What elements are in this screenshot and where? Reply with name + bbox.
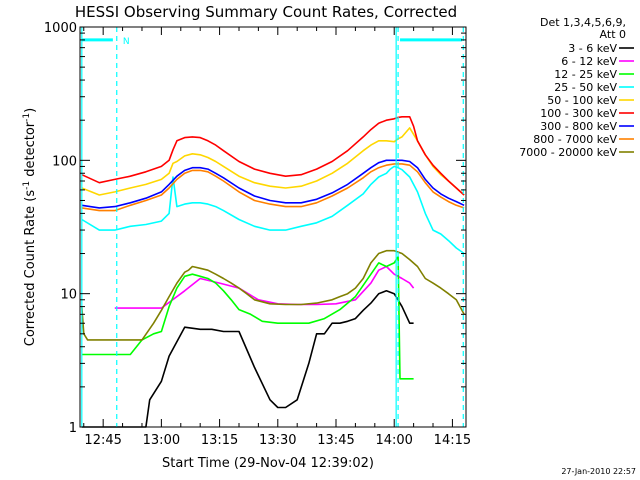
- legend-label-3: 25 - 50 keV: [554, 81, 617, 94]
- series-line-8: [81, 249, 465, 341]
- footer-timestamp: 27-Jan-2010 22:57: [561, 467, 636, 476]
- y-axis-label-sup-1: -1: [22, 181, 32, 190]
- series-line-5: [81, 116, 465, 196]
- series-line-2: [81, 255, 414, 380]
- legend-header-1: Att 0: [600, 28, 626, 41]
- series-line-3: [81, 165, 465, 255]
- x-tick-label-6: 14:15: [434, 433, 471, 448]
- y-axis-label-end: ): [23, 108, 38, 113]
- legend-label-2: 12 - 25 keV: [554, 68, 617, 81]
- x-tick-label-0: 12:45: [84, 433, 121, 448]
- y-tick-label-1: 10: [60, 288, 77, 303]
- y-tick-label-2: 100: [52, 154, 77, 169]
- x-axis-label: Start Time (29-Nov-04 12:39:02): [162, 456, 374, 471]
- x-tick-label-5: 14:00: [375, 433, 412, 448]
- legend-label-4: 50 - 100 keV: [547, 94, 617, 107]
- series-line-7: [81, 163, 465, 212]
- series-line-0: [81, 289, 414, 428]
- x-tick-label-4: 13:45: [317, 433, 354, 448]
- x-tick-label-2: 13:15: [201, 433, 238, 448]
- legend-label-0: 3 - 6 keV: [568, 42, 617, 55]
- x-axis: 12:45 13:00 13:15 13:30 13:45 14:00 14:15: [83, 27, 471, 448]
- chart-title: HESSI Observing Summary Count Rates, Cor…: [75, 3, 457, 21]
- y-tick-label-0: 1: [69, 421, 77, 436]
- legend-label-5: 100 - 300 keV: [540, 107, 617, 120]
- plot-frame: [79, 26, 467, 428]
- y-axis-label: Corrected Count Rate (s-1 detector-1): [22, 108, 38, 346]
- legend-header-0: Det 1,3,4,5,6,9,: [540, 16, 626, 29]
- y-axis-label-sup-2: -1: [22, 113, 32, 122]
- legend-label-1: 6 - 12 keV: [561, 55, 617, 68]
- y-axis-label-mid: detector: [23, 121, 38, 181]
- series-line-6: [81, 159, 465, 209]
- y-axis: 1 10 100 1000: [44, 21, 466, 436]
- flag-bar-label: N: [123, 37, 130, 47]
- legend-label-8: 7000 - 20000 keV: [519, 146, 617, 159]
- x-tick-label-3: 13:30: [259, 433, 296, 448]
- y-tick-label-3: 1000: [44, 21, 77, 36]
- legend-label-7: 800 - 7000 keV: [533, 133, 617, 146]
- y-axis-label-main: Corrected Count Rate (s: [23, 190, 38, 347]
- series-layer: [81, 116, 465, 428]
- marker-layer: N: [81, 27, 464, 427]
- x-tick-label-1: 13:00: [143, 433, 180, 448]
- legend-label-6: 300 - 800 keV: [540, 120, 617, 133]
